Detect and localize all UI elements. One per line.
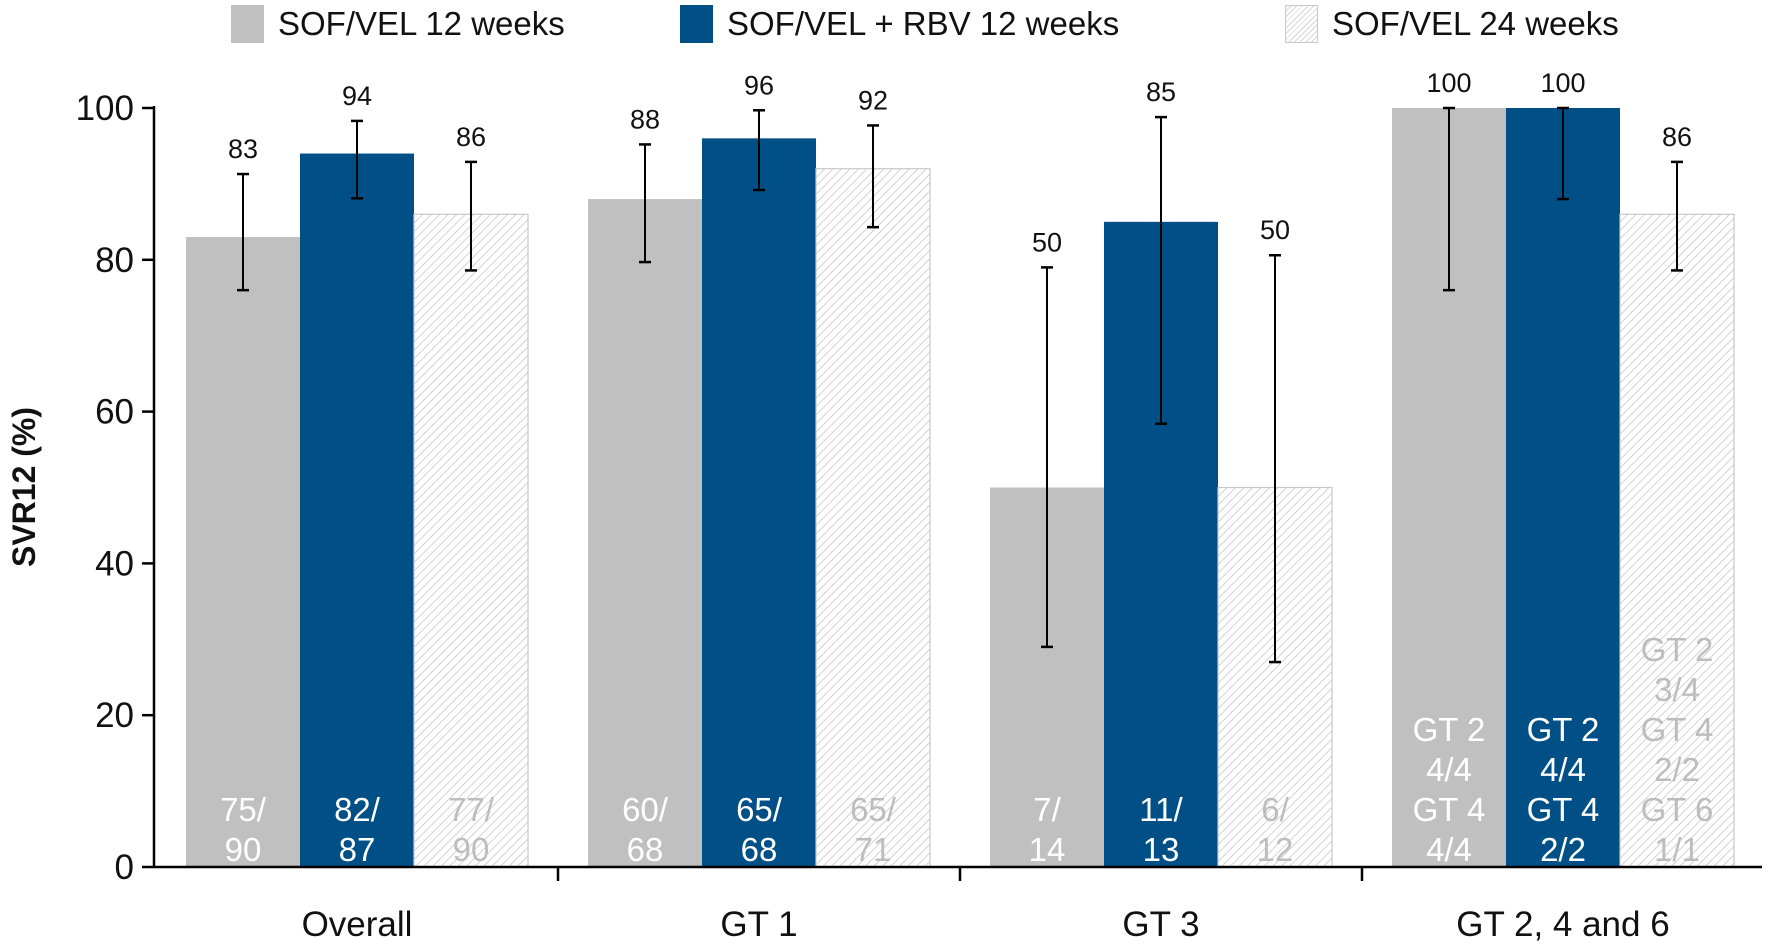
bar-inner-label: 12 (1257, 831, 1294, 868)
bar-inner-label: 87 (339, 831, 376, 868)
bar-inner-label: GT 2 (1413, 711, 1486, 748)
bar-inner-label: 60/ (622, 791, 669, 828)
bar-inner-label: 7/ (1033, 791, 1061, 828)
error-bar (753, 109, 765, 192)
x-category-label: GT 3 (1122, 905, 1199, 944)
bar-inner-label: 4/4 (1426, 831, 1472, 868)
bars-layer (186, 108, 1735, 868)
bar-inner-label: 65/ (736, 791, 783, 828)
error-bar (1671, 160, 1683, 272)
legend-item-sof-vel-rbv-12: SOF/VEL + RBV 12 weeks (680, 4, 1119, 44)
bar-inner-label: 65/ (850, 791, 897, 828)
error-bar (1269, 253, 1281, 664)
bar-inner-label: 71 (855, 831, 892, 868)
value-label: 100 (1426, 68, 1471, 98)
legend-label: SOF/VEL 24 weeks (1332, 5, 1619, 42)
value-label: 86 (1662, 122, 1692, 152)
bar-inner-label: 90 (453, 831, 490, 868)
value-label: 88 (630, 104, 660, 134)
error-bar (237, 172, 249, 292)
legend: SOF/VEL 12 weeks SOF/VEL + RBV 12 weeks … (0, 0, 1768, 50)
error-bar (1155, 115, 1167, 425)
bar (815, 168, 931, 868)
y-tick-label: 20 (95, 696, 134, 735)
value-label: 50 (1260, 215, 1290, 245)
bar-inner-label: 6/ (1261, 791, 1289, 828)
bar-inner-label: 11/ (1139, 791, 1183, 828)
bar-inner-label: 4/4 (1426, 751, 1472, 788)
bar-inner-label: 90 (225, 831, 262, 868)
bar-inner-label: GT 4 (1641, 711, 1714, 748)
y-tick-label: 60 (95, 393, 134, 432)
legend-item-sof-vel-24: SOF/VEL 24 weeks (1285, 4, 1619, 44)
bar-inner-label: 3/4 (1654, 671, 1700, 708)
value-label: 50 (1032, 227, 1062, 257)
x-category-label: GT 2, 4 and 6 (1456, 905, 1669, 944)
bar-inner-label: 14 (1029, 831, 1066, 868)
bar-inner-label: 68 (627, 831, 664, 868)
legend-item-sof-vel-12: SOF/VEL 12 weeks (231, 4, 565, 44)
bar (702, 138, 816, 868)
axes-layer: 0 20 40 60 80 100 Overall GT 1 GT 3 GT 2, 4 and 6… (6, 89, 1762, 944)
legend-swatch-gray (231, 5, 264, 43)
bar-inner-label: GT 2 (1527, 711, 1600, 748)
bar-inner-label: 2/2 (1654, 751, 1700, 788)
value-label: 94 (342, 81, 372, 111)
error-bar (639, 143, 651, 264)
y-axis-title: SVR12 (%) (6, 407, 42, 567)
bar-inner-label: 1/1 (1654, 831, 1700, 868)
bar-inner-label: GT 4 (1413, 791, 1486, 828)
error-bar (1557, 106, 1569, 201)
bar-inner-label: 68 (741, 831, 778, 868)
error-bar (1443, 106, 1455, 292)
error-bar (1041, 266, 1053, 649)
error-bar (867, 124, 879, 229)
bar-inner-label: 82/ (334, 791, 381, 828)
legend-label: SOF/VEL + RBV 12 weeks (727, 5, 1120, 42)
bar-inner-label: 77/ (448, 791, 495, 828)
legend-swatch-hatched (1285, 5, 1318, 43)
value-label: 83 (228, 134, 258, 164)
value-label: 96 (744, 70, 774, 100)
legend-label: SOF/VEL 12 weeks (278, 5, 565, 42)
x-category-label: Overall (302, 905, 413, 944)
value-label: 92 (858, 85, 888, 115)
error-bar (465, 160, 477, 272)
bar (186, 237, 300, 867)
bar-inner-label: GT 4 (1527, 791, 1600, 828)
bar (1506, 108, 1620, 867)
bar (300, 153, 414, 868)
bar-inner-label: GT 2 (1641, 631, 1714, 668)
value-label: 86 (456, 122, 486, 152)
y-tick-label: 100 (76, 89, 134, 128)
bar (413, 213, 529, 868)
bar (1619, 213, 1735, 868)
error-bar (351, 119, 363, 200)
legend-swatch-blue (680, 5, 713, 43)
bar (588, 199, 702, 867)
value-label: 100 (1540, 68, 1585, 98)
y-tick-label: 0 (115, 848, 134, 887)
bar-inner-label: 4/4 (1540, 751, 1586, 788)
bar-inner-label: 13 (1143, 831, 1180, 868)
value-label: 85 (1146, 77, 1176, 107)
y-tick-label: 40 (95, 544, 134, 583)
bar-inner-label: 2/2 (1540, 831, 1586, 868)
bar-inner-label: 75/ (220, 791, 267, 828)
y-tick-label: 80 (95, 241, 134, 280)
x-category-label: GT 1 (720, 905, 797, 944)
bar-inner-label: GT 6 (1641, 791, 1714, 828)
